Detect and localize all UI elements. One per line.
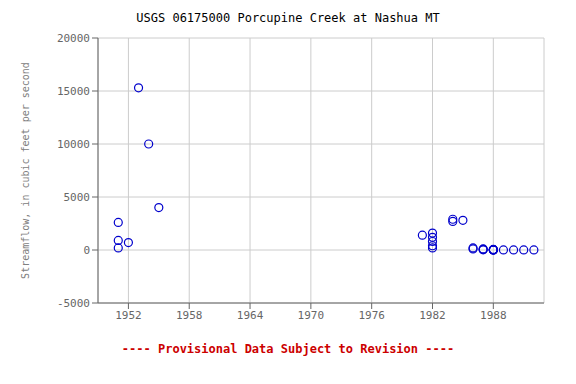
svg-text:1982: 1982 xyxy=(419,309,446,322)
svg-text:0: 0 xyxy=(83,244,90,257)
svg-text:15000: 15000 xyxy=(57,85,90,98)
svg-text:1976: 1976 xyxy=(358,309,385,322)
svg-text:Streamflow, in cubic feet per: Streamflow, in cubic feet per second xyxy=(20,62,31,279)
svg-text:20000: 20000 xyxy=(57,32,90,45)
svg-text:10000: 10000 xyxy=(57,138,90,151)
svg-text:-5000: -5000 xyxy=(57,297,90,310)
svg-text:5000: 5000 xyxy=(64,191,91,204)
svg-text:1952: 1952 xyxy=(115,309,142,322)
html-text:---- Provisional Data Subject: ---- Provisional Data Subject to Revisio… xyxy=(121,342,455,356)
svg-text:1958: 1958 xyxy=(176,309,203,322)
svg-text:1964: 1964 xyxy=(237,309,264,322)
html-text:USGS 06175000 Porcupine Creek: USGS 06175000 Porcupine Creek at Nashua … xyxy=(136,11,440,25)
svg-text:1970: 1970 xyxy=(298,309,325,322)
svg-text:1988: 1988 xyxy=(480,309,507,322)
